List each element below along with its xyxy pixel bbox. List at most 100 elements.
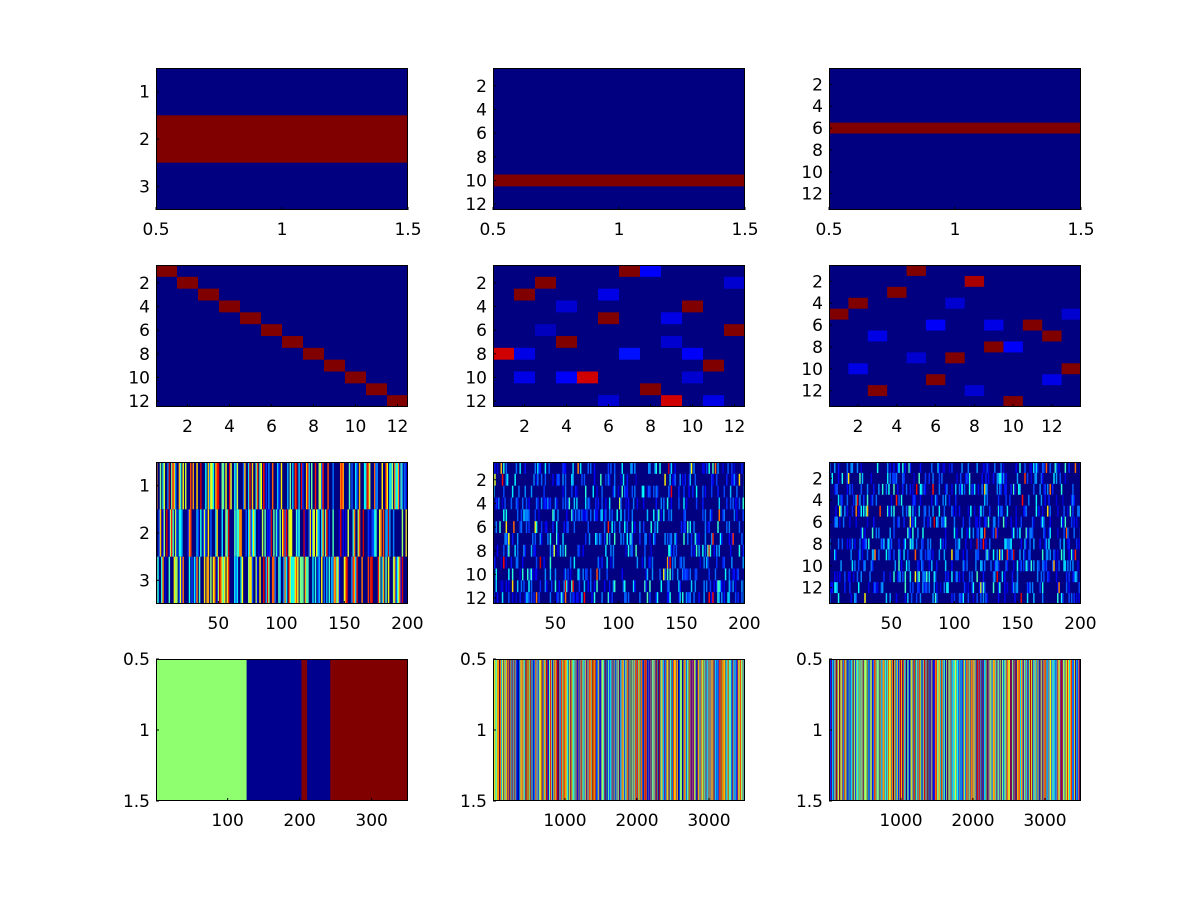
- heatmap-cell: [622, 473, 625, 486]
- heatmap-cell: [841, 494, 844, 506]
- heatmap-stripe: [507, 659, 508, 801]
- heatmap-stripe: [1025, 659, 1026, 801]
- heatmap-cell: [1023, 549, 1025, 561]
- heatmap-cell: [642, 521, 645, 533]
- heatmap-cell: [708, 592, 710, 604]
- heatmap-cell: [668, 485, 670, 498]
- heatmap-stripe: [667, 659, 669, 801]
- heatmap-cell: [659, 462, 661, 474]
- heatmap-cell: [1038, 560, 1040, 572]
- heatmap-cell: [282, 509, 284, 557]
- heatmap-cell: [693, 462, 695, 474]
- heatmap-cell: [903, 538, 905, 550]
- heatmap-stripe: [959, 659, 961, 801]
- heatmap-cell: [230, 462, 232, 510]
- heatmap-cell: [353, 556, 356, 604]
- heatmap-cell: [595, 497, 597, 510]
- x-tick-label: 4: [891, 417, 902, 437]
- heatmap-cell: [505, 556, 508, 569]
- heatmap-stripe: [585, 659, 587, 801]
- heatmap-cell: [578, 509, 581, 522]
- heatmap-stripe: [845, 659, 847, 801]
- heatmap-stripe: [1017, 659, 1019, 801]
- heatmap-cell: [914, 505, 917, 517]
- heatmap-stripe: [689, 659, 690, 801]
- heatmap-stripe: [888, 659, 890, 801]
- heatmap-cell: [851, 538, 854, 550]
- heatmap-stripe: [737, 659, 739, 801]
- heatmap-stripe: [643, 659, 645, 801]
- heatmap-cell: [1041, 582, 1044, 594]
- heatmap-cell: [159, 462, 162, 510]
- heatmap-cell: [839, 571, 841, 583]
- heatmap-stripe: [529, 659, 531, 801]
- heatmap-stripe: [709, 659, 711, 801]
- heatmap-cell: [333, 556, 336, 604]
- heatmap-cell: [1039, 538, 1041, 550]
- heatmap-cell: [544, 473, 547, 486]
- heatmap-cell: [590, 462, 592, 474]
- heatmap-cell: [991, 527, 993, 539]
- heatmap-stripe: [718, 659, 720, 801]
- heatmap-stripe: [585, 659, 587, 801]
- heatmap-cell: [902, 571, 904, 583]
- x-tick-label: 150: [328, 614, 360, 634]
- heatmap-cell: [549, 544, 552, 557]
- heatmap-cell: [918, 560, 920, 572]
- heatmap-cell: [1044, 483, 1046, 495]
- heatmap-cell: [732, 497, 734, 510]
- heatmap-stripe: [1034, 659, 1036, 801]
- heatmap-cell: [682, 300, 703, 313]
- heatmap-cell: [650, 544, 652, 557]
- heatmap-stripe: [867, 659, 869, 801]
- heatmap-cell: [997, 494, 1000, 506]
- heatmap-stripe: [949, 659, 951, 801]
- heatmap-stripe: [547, 659, 549, 801]
- heatmap-stripe: [856, 659, 858, 801]
- heatmap-cell: [212, 556, 215, 604]
- heatmap-stripe: [527, 659, 529, 801]
- heatmap-stripe: [1070, 659, 1072, 801]
- heatmap-cell: [1046, 505, 1049, 517]
- heatmap-cell: [856, 494, 859, 506]
- heatmap-cell: [234, 509, 236, 557]
- heatmap-cell: [1024, 505, 1026, 517]
- heatmap-stripe: [518, 659, 520, 801]
- heatmap-stripe: [848, 659, 850, 801]
- heatmap-stripe: [554, 659, 556, 801]
- heatmap-stripe: [601, 659, 603, 801]
- heatmap-cell: [342, 509, 344, 557]
- heatmap-cell: [864, 560, 866, 572]
- heatmap-cell: [1019, 560, 1021, 572]
- heatmap-cell: [382, 556, 385, 604]
- heatmap-cell: [1070, 494, 1073, 506]
- heatmap-stripe: [682, 659, 684, 801]
- heatmap-cell: [1046, 571, 1049, 583]
- x-tick-label: 1: [950, 220, 961, 240]
- heatmap-stripe: [511, 659, 512, 801]
- heatmap-cell: [307, 556, 309, 604]
- heatmap-stripe: [861, 659, 863, 801]
- heatmap-cell: [859, 538, 861, 550]
- heatmap-cell: [264, 509, 266, 557]
- heatmap-cell: [222, 462, 225, 510]
- heatmap-stripe: [1073, 659, 1075, 801]
- heatmap-stripe: [579, 659, 580, 801]
- heatmap-stripe: [616, 659, 618, 801]
- heatmap-stripe: [683, 659, 684, 801]
- heatmap-cell: [860, 483, 862, 495]
- heatmap-cell: [889, 538, 891, 550]
- heatmap-cell: [666, 497, 669, 510]
- heatmap-stripe: [846, 659, 847, 801]
- heatmap-cell: [590, 568, 592, 581]
- heatmap-cell: [631, 462, 634, 474]
- heatmap-stripe: [1078, 659, 1080, 801]
- heatmap-cell: [709, 509, 712, 522]
- heatmap-cell: [934, 571, 937, 583]
- heatmap-stripe: [1022, 659, 1024, 801]
- heatmap-cell: [731, 473, 733, 486]
- y-tick-label: 8: [476, 542, 487, 562]
- heatmap-cell: [530, 568, 533, 581]
- heatmap-cell: [544, 580, 547, 593]
- heatmap-cell: [596, 485, 598, 498]
